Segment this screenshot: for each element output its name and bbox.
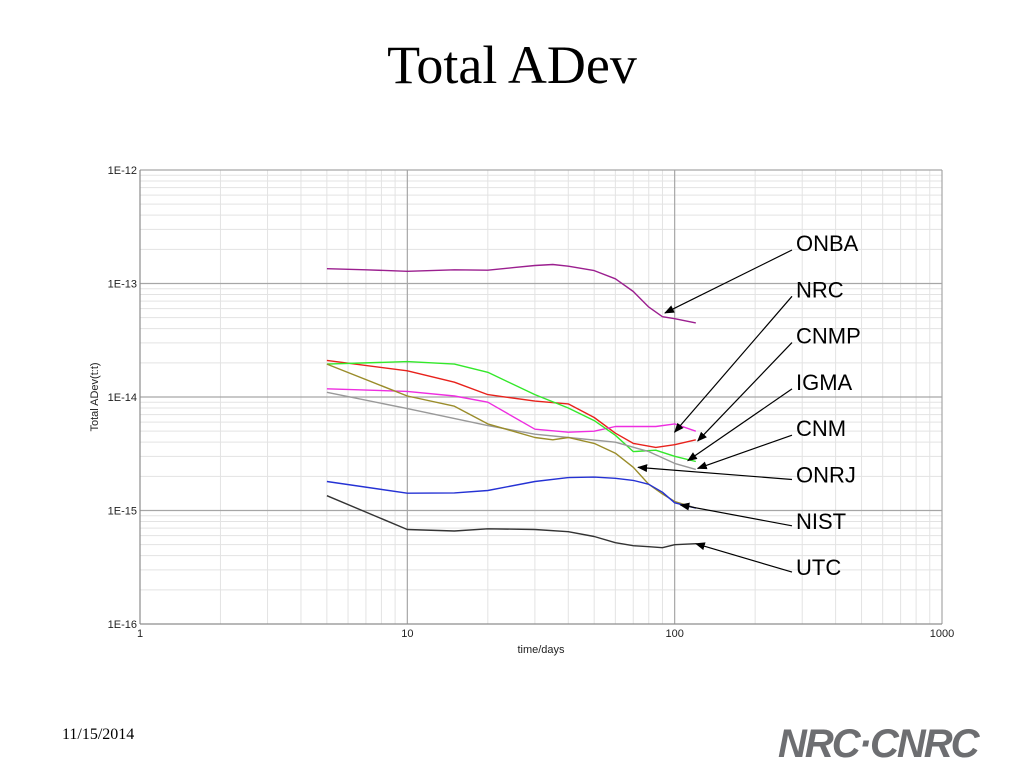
annotation-arrow-nist — [679, 502, 793, 527]
annotation-arrow-onba — [664, 249, 793, 314]
series-line-onrj — [326, 363, 697, 509]
slide-title: Total ADev — [387, 35, 637, 95]
series-layer — [326, 263, 697, 549]
annotation-label-onrj: ONRJ — [796, 463, 856, 488]
series-line-utc — [326, 495, 696, 549]
x-tick-label: 10 — [401, 628, 413, 640]
series-line-cnmp — [326, 388, 697, 433]
y-axis-title: Total ADev(t:t) — [89, 362, 101, 431]
series-annotations: ONBA NRC CNMP IGMA CNM ONRJ NIST UTC — [637, 231, 861, 580]
annotation-arrow-nrc — [674, 295, 793, 433]
tick-labels: 1 10 100 1000 1E-16 1E-15 1E-14 1E-13 1E-12 — [108, 165, 955, 640]
x-tick-label: 1 — [137, 628, 143, 640]
annotation-label-utc: UTC — [796, 555, 841, 580]
series-line-nist — [326, 476, 696, 509]
nrc-cnrc-logo: NRC·CNRC — [778, 722, 980, 766]
x-tick-label: 1000 — [930, 628, 954, 640]
annotation-arrow-cnmp — [697, 342, 793, 442]
y-tick-label: 1E-13 — [108, 279, 137, 291]
annotation-arrow-utc — [694, 542, 793, 573]
footer-date: 11/15/2014 — [62, 726, 135, 743]
annotation-label-cnm: CNM — [796, 416, 846, 441]
annotation-label-onba: ONBA — [796, 231, 859, 256]
axis-titles: time/days Total ADev(t:t) — [89, 362, 565, 656]
series-line-onba — [326, 263, 696, 324]
y-tick-label: 1E-16 — [108, 619, 137, 631]
annotation-label-nist: NIST — [796, 509, 846, 534]
annotation-arrow-cnm — [696, 434, 793, 470]
series-line-igma — [326, 360, 696, 463]
x-axis-title: time/days — [517, 644, 565, 656]
annotation-arrow-igma — [687, 388, 793, 462]
x-tick-label: 100 — [665, 628, 683, 640]
y-tick-label: 1E-15 — [108, 506, 137, 518]
series-line-nrc — [326, 359, 696, 449]
y-tick-label: 1E-14 — [108, 392, 137, 404]
annotation-label-cnmp: CNMP — [796, 324, 861, 349]
plot-area — [139, 170, 942, 625]
annotation-label-igma: IGMA — [796, 370, 853, 395]
y-tick-label: 1E-12 — [108, 165, 137, 177]
annotation-arrow-onrj — [637, 464, 793, 481]
annotation-label-nrc: NRC — [796, 277, 844, 302]
